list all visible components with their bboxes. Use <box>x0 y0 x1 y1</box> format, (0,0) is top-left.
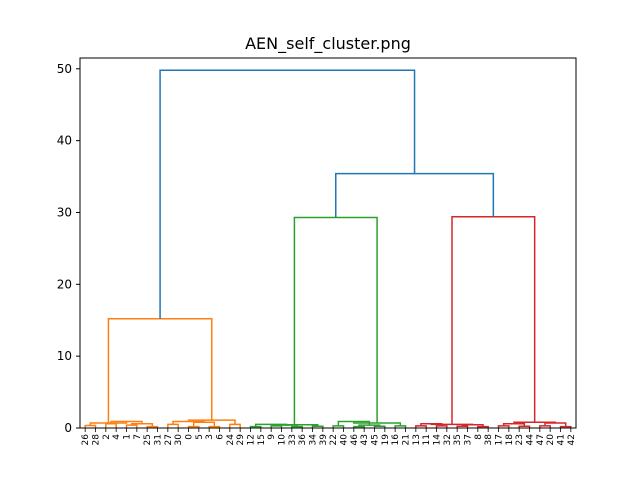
leaf-label: 7 <box>133 434 143 440</box>
leaf-label: 2 <box>102 434 112 440</box>
chart-title: AEN_self_cluster.png <box>245 34 411 54</box>
dendrogram-link-red <box>544 422 567 427</box>
x-axis: 26 28 2 4 1 7 25 31 27 30 0 5 3 6 24 29 12 15 9 10 33 36 34 39 2… <box>81 428 577 445</box>
leaf-label: 34 <box>309 434 319 446</box>
leaf-label: 20 <box>546 434 556 446</box>
y-axis: 0 10 20 30 40 50 <box>57 62 80 435</box>
dendrogram-link-green <box>373 425 386 428</box>
leaf-label: 26 <box>81 434 91 446</box>
leaf-label: 45 <box>371 434 381 445</box>
y-tick-label: 0 <box>64 421 72 435</box>
leaf-label: 24 <box>226 434 236 446</box>
y-tick-label: 10 <box>57 349 72 363</box>
leaf-label: 3 <box>205 434 215 440</box>
leaf-label: 12 <box>247 434 257 445</box>
leaf-label: 15 <box>257 434 267 445</box>
y-tick-label: 40 <box>57 134 72 148</box>
dendrogram-link-green <box>353 421 402 426</box>
leaf-label: 37 <box>464 434 474 445</box>
dendrogram-link-green <box>311 425 324 428</box>
leaf-label: 23 <box>515 434 525 445</box>
leaf-label: 41 <box>557 434 567 445</box>
dendrogram-link-red <box>539 425 551 428</box>
dendrogram-link-orange <box>172 420 205 425</box>
dendrogram-link-red <box>451 216 536 425</box>
leaf-label: 21 <box>402 434 412 445</box>
leaf-label: 6 <box>216 434 226 440</box>
leaf-label: 10 <box>278 434 288 446</box>
y-tick-label: 30 <box>57 205 72 219</box>
leaf-label: 32 <box>443 434 453 445</box>
dendrogram-link-green <box>394 425 407 428</box>
leaf-label: 40 <box>340 434 350 446</box>
dendrogram-link-red <box>456 425 469 428</box>
leaf-label: 19 <box>381 434 391 446</box>
leaf-label: 27 <box>164 434 174 445</box>
dendrogram-link-green <box>332 425 345 428</box>
leaf-label: 36 <box>298 434 308 446</box>
leaf-label: 9 <box>267 434 277 440</box>
leaf-label: 42 <box>567 434 577 445</box>
leaf-label: 16 <box>391 434 401 446</box>
leaf-label: 46 <box>350 434 360 446</box>
leaf-label: 25 <box>143 434 153 445</box>
leaf-label: 35 <box>453 434 463 445</box>
dendrogram-link-red <box>497 425 510 428</box>
dendrogram-link-orange <box>167 423 179 428</box>
leaf-label: 47 <box>536 434 546 445</box>
dendrogram-links <box>84 69 572 428</box>
leaf-label: 31 <box>154 434 164 445</box>
leaf-label: 22 <box>329 434 339 445</box>
leaf-label: 1 <box>123 434 133 440</box>
leaf-label: 18 <box>505 434 515 446</box>
leaf-label: 17 <box>495 434 505 445</box>
leaf-label: 28 <box>92 434 102 446</box>
dendrogram-link-red <box>415 425 427 428</box>
y-tick-label: 50 <box>57 62 72 76</box>
leaf-label: 8 <box>474 434 484 440</box>
leaf-label: 38 <box>484 434 494 446</box>
leaf-label: 5 <box>195 434 205 440</box>
leaf-label: 0 <box>185 434 195 440</box>
dendrogram-link-orange <box>89 421 128 426</box>
leaf-label: 43 <box>360 434 370 445</box>
dendrogram-link-orange <box>229 423 241 428</box>
dendrogram-link-red <box>518 425 531 428</box>
leaf-label: 13 <box>412 434 422 445</box>
leaf-label: 4 <box>112 434 122 440</box>
leaf-label: 30 <box>174 434 184 446</box>
y-tick-label: 20 <box>57 277 72 291</box>
dendrogram-link-blue <box>335 172 495 218</box>
plot-frame <box>79 57 577 429</box>
leaf-label: 39 <box>319 434 329 446</box>
leaf-label: 29 <box>236 434 246 446</box>
leaf-label: 44 <box>526 434 536 446</box>
dendrogram-link-red <box>435 425 448 428</box>
leaf-label: 33 <box>288 434 298 445</box>
dendrogram-link-blue <box>159 69 416 319</box>
leaf-label: 14 <box>433 434 443 446</box>
leaf-label: 11 <box>422 434 432 445</box>
dendrogram-link-red <box>430 423 474 426</box>
